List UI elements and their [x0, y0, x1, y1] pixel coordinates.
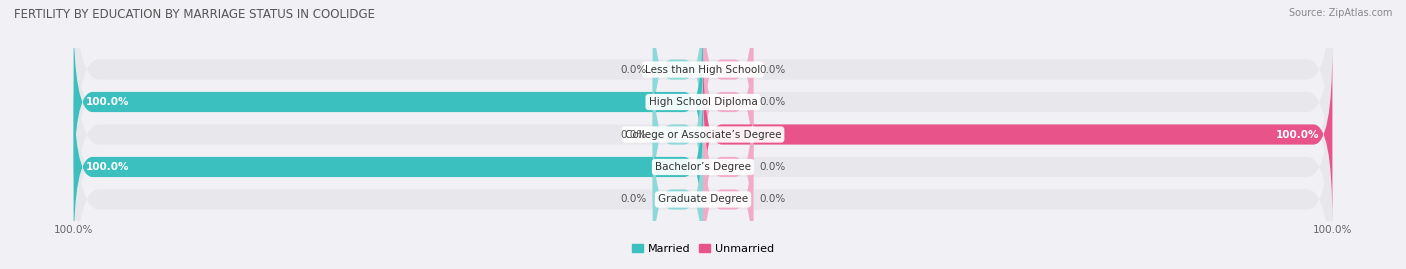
- Text: 100.0%: 100.0%: [86, 97, 129, 107]
- FancyBboxPatch shape: [73, 15, 1333, 254]
- FancyBboxPatch shape: [652, 112, 703, 269]
- FancyBboxPatch shape: [73, 47, 1333, 269]
- Text: Less than High School: Less than High School: [645, 65, 761, 75]
- FancyBboxPatch shape: [703, 15, 754, 189]
- Text: Bachelor’s Degree: Bachelor’s Degree: [655, 162, 751, 172]
- Text: Graduate Degree: Graduate Degree: [658, 194, 748, 204]
- Text: Source: ZipAtlas.com: Source: ZipAtlas.com: [1288, 8, 1392, 18]
- FancyBboxPatch shape: [73, 0, 1333, 222]
- FancyBboxPatch shape: [73, 80, 1333, 269]
- Legend: Married, Unmarried: Married, Unmarried: [627, 239, 779, 258]
- Text: 100.0%: 100.0%: [86, 162, 129, 172]
- Text: College or Associate’s Degree: College or Associate’s Degree: [624, 129, 782, 140]
- Text: 0.0%: 0.0%: [620, 65, 647, 75]
- FancyBboxPatch shape: [703, 0, 754, 157]
- Text: 0.0%: 0.0%: [759, 162, 786, 172]
- FancyBboxPatch shape: [73, 0, 1333, 189]
- FancyBboxPatch shape: [73, 15, 703, 189]
- FancyBboxPatch shape: [652, 0, 703, 157]
- Text: High School Diploma: High School Diploma: [648, 97, 758, 107]
- Text: 0.0%: 0.0%: [759, 194, 786, 204]
- FancyBboxPatch shape: [73, 80, 703, 254]
- Text: 0.0%: 0.0%: [620, 194, 647, 204]
- Text: FERTILITY BY EDUCATION BY MARRIAGE STATUS IN COOLIDGE: FERTILITY BY EDUCATION BY MARRIAGE STATU…: [14, 8, 375, 21]
- Text: 0.0%: 0.0%: [759, 97, 786, 107]
- Text: 0.0%: 0.0%: [759, 65, 786, 75]
- FancyBboxPatch shape: [703, 112, 754, 269]
- FancyBboxPatch shape: [652, 47, 703, 222]
- Text: 100.0%: 100.0%: [1277, 129, 1320, 140]
- Text: 0.0%: 0.0%: [620, 129, 647, 140]
- FancyBboxPatch shape: [703, 80, 754, 254]
- FancyBboxPatch shape: [703, 47, 1333, 222]
